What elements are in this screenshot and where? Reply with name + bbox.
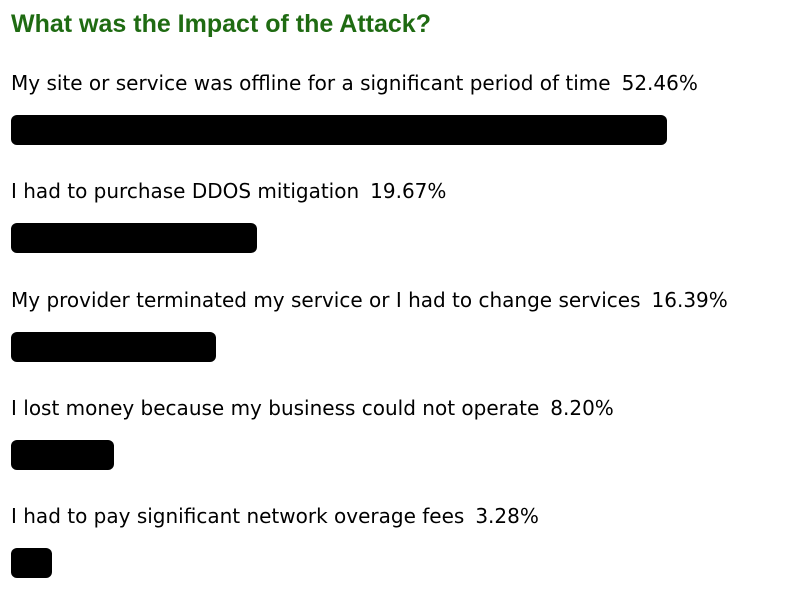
bar: [11, 223, 258, 254]
bar-item: My provider terminated my service or I h…: [11, 287, 791, 362]
value-label: 8.20%: [550, 395, 614, 420]
category-label: I had to pay significant network overage…: [11, 504, 465, 529]
category-label: I had to purchase DDOS mitigation: [11, 179, 360, 204]
bar-item: I lost money because my business could n…: [11, 395, 791, 470]
bar-label: My site or service was offline for a sig…: [11, 70, 791, 96]
category-label: My site or service was offline for a sig…: [11, 71, 611, 95]
bar-label: I lost money because my business could n…: [11, 395, 791, 421]
category-label: I lost money because my business could n…: [11, 395, 540, 420]
bar-item: I had to pay significant network overage…: [11, 503, 791, 579]
bar-item: My site or service was offline for a sig…: [11, 70, 791, 145]
bar-label: I had to purchase DDOS mitigation 19.67%: [11, 178, 791, 204]
value-label: 19.67%: [370, 179, 447, 204]
value-label: 52.46%: [621, 71, 698, 95]
bar: [11, 548, 52, 579]
bar-item: I had to purchase DDOS mitigation 19.67%: [11, 178, 791, 254]
chart-title: What was the Impact of the Attack?: [11, 10, 431, 38]
bar: [11, 331, 216, 362]
bar: [11, 439, 114, 470]
category-label: My provider terminated my service or I h…: [11, 287, 641, 312]
bar-label: I had to pay significant network overage…: [11, 503, 791, 529]
value-label: 3.28%: [475, 504, 539, 529]
bar: [11, 115, 668, 145]
bar-label: My provider terminated my service or I h…: [11, 287, 791, 313]
value-label: 16.39%: [651, 287, 728, 312]
